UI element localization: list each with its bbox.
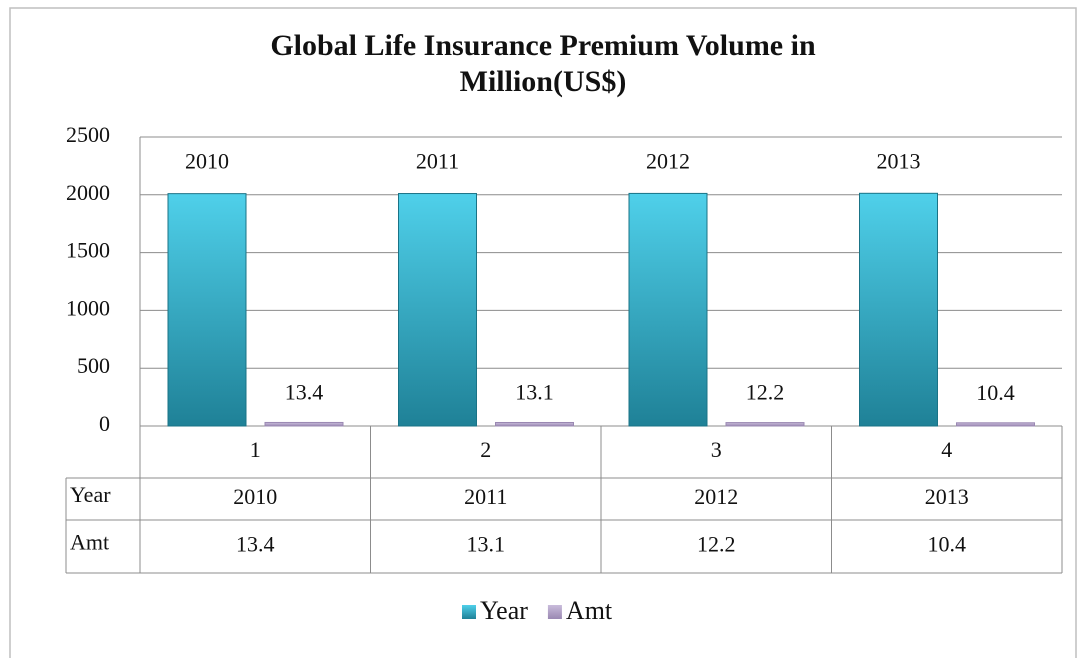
y-tick-label: 2000 bbox=[66, 180, 110, 205]
data-label: 13.1 bbox=[515, 380, 554, 405]
data-label: 2012 bbox=[646, 148, 690, 173]
bar bbox=[167, 193, 247, 427]
table-cell: 13.4 bbox=[236, 532, 275, 557]
table-row-label: Year bbox=[70, 482, 111, 507]
y-tick-label: 1000 bbox=[66, 295, 110, 320]
data-label: 13.4 bbox=[285, 379, 324, 404]
bar bbox=[495, 421, 574, 427]
bar bbox=[398, 193, 477, 427]
table-row-label: Amt bbox=[70, 530, 109, 555]
x-tick-label: 3 bbox=[711, 437, 722, 462]
table-cell: 2013 bbox=[925, 484, 969, 509]
bar bbox=[859, 192, 938, 427]
bar bbox=[725, 422, 805, 427]
legend-swatch bbox=[547, 605, 562, 619]
table-cell: 2011 bbox=[464, 484, 507, 509]
data-label: 2013 bbox=[877, 148, 921, 173]
data-label: 12.2 bbox=[746, 380, 785, 405]
legend-label: Year bbox=[480, 596, 528, 625]
chart-border bbox=[9, 7, 1077, 658]
y-tick-label: 500 bbox=[77, 353, 110, 378]
legend-swatch bbox=[462, 605, 476, 619]
data-label: 2011 bbox=[416, 149, 459, 174]
chart-title: Global Life Insurance Premium Volume in … bbox=[270, 29, 816, 98]
legend-label: Amt bbox=[566, 596, 613, 625]
table-cell: 13.1 bbox=[467, 532, 506, 557]
table-cell: 2010 bbox=[233, 484, 277, 509]
bar bbox=[956, 422, 1035, 427]
bar bbox=[264, 421, 344, 427]
data-label: 10.4 bbox=[976, 380, 1015, 405]
bar bbox=[628, 192, 708, 427]
x-tick-label: 4 bbox=[941, 437, 952, 462]
table-cell: 10.4 bbox=[928, 532, 967, 557]
x-tick-label: 1 bbox=[250, 437, 261, 462]
data-label: 2010 bbox=[185, 149, 229, 174]
chart-title-box: Global Life Insurance Premium Volume in … bbox=[0, 28, 1086, 100]
y-tick-label: 1500 bbox=[66, 238, 110, 263]
table-cell: 12.2 bbox=[697, 532, 736, 557]
y-tick-label: 0 bbox=[99, 411, 110, 436]
table-cell: 2012 bbox=[694, 484, 738, 509]
x-tick-label: 2 bbox=[480, 437, 491, 462]
y-tick-label: 2500 bbox=[66, 122, 110, 147]
